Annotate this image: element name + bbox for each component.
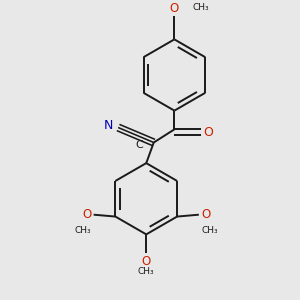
Text: CH₃: CH₃ [138,267,154,276]
Text: CH₃: CH₃ [75,226,92,235]
Text: O: O [82,208,92,221]
Text: O: O [170,2,179,15]
Text: O: O [142,255,151,268]
Text: CH₃: CH₃ [201,226,218,235]
Text: O: O [201,208,210,221]
Text: C: C [136,140,144,149]
Text: N: N [103,119,113,132]
Text: O: O [203,126,213,139]
Text: CH₃: CH₃ [192,3,209,12]
